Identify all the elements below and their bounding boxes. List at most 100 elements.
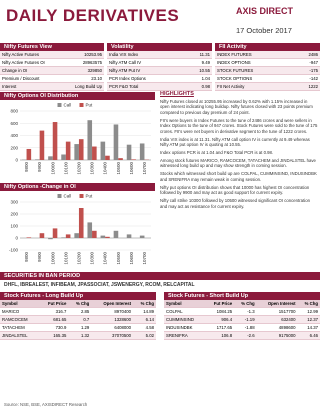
row: TATACHEM 730.9 1.29 6408000 4.58 <box>0 323 156 332</box>
report-date: 17 October 2017 <box>236 26 292 35</box>
cell: 165.35 <box>38 331 69 340</box>
cell: 329850 <box>62 66 104 75</box>
cell: Nifty Active Futures OI <box>0 58 63 67</box>
cell: 6408000 <box>91 323 134 332</box>
cell: 9175000 <box>256 331 298 340</box>
cell: FII Net Activity <box>215 82 294 91</box>
bar <box>87 120 93 160</box>
bar <box>87 222 93 238</box>
row: Nifty ATM Call IV 9.49 <box>107 58 212 67</box>
cell: Change in OI <box>0 66 63 75</box>
cell: 906.4 <box>205 315 235 324</box>
bar <box>139 143 145 160</box>
legend-label: Call <box>64 103 72 108</box>
y-tick-label: 0 <box>15 236 18 241</box>
futures-view: Nifty Futures View Nifty Active Futures 10… <box>0 43 104 91</box>
x-tick-label: 10000 <box>50 162 55 175</box>
cell: Nifty ATM Call IV <box>107 58 185 67</box>
cell: 28963575 <box>62 58 104 67</box>
cell: 12.37 <box>297 315 320 324</box>
x-tick-label: 10300 <box>90 252 95 265</box>
volatility: Volatility India VIX Index 11.31 Nifty ATM … <box>107 43 212 91</box>
x-tick-label: 10100 <box>63 162 68 175</box>
cell: 730.9 <box>38 323 69 332</box>
paragraph: Index options PCR is at 1.04 and F&O Tot… <box>160 150 274 156</box>
x-tick-label: 10600 <box>129 252 134 265</box>
paragraph: Among stock futures MARICO, RAMCOCEM, TA… <box>160 158 316 169</box>
y-tick-label: 800 <box>10 109 18 114</box>
row: CUMMINSIND 906.4 -1.19 632400 12.37 <box>164 315 320 324</box>
cell: 0.7 <box>68 315 92 324</box>
cell: -1.19 <box>234 315 257 324</box>
cell: PCR F&O Total <box>107 82 185 91</box>
bar <box>113 124 119 160</box>
row: PCR F&O Total 0.98 <box>107 82 212 91</box>
cell: 1717.65 <box>205 323 235 332</box>
cell: 316.7 <box>38 307 69 316</box>
bar <box>126 144 132 160</box>
bar <box>100 141 106 160</box>
cell: CUMMINSIND <box>164 315 206 324</box>
cell: INDEX OPTIONS <box>215 58 294 67</box>
bar <box>61 237 66 238</box>
bar <box>74 233 79 238</box>
table: INDEX FUTURES 2486 INDEX OPTIONS -947 STOCK … <box>215 51 320 91</box>
cell: 632400 <box>256 315 298 324</box>
bar <box>39 233 45 238</box>
y-tick-label: 600 <box>10 121 18 126</box>
bar <box>65 141 71 160</box>
y-tick-label: -100 <box>9 248 19 253</box>
row: MARICO 316.7 2.85 8970400 14.89 <box>0 307 156 316</box>
long-buildup: Stock Futures - Long Build Up Symbol Fut P… <box>0 292 156 340</box>
paragraph: Nifty put options OI distribution shows … <box>160 184 310 196</box>
highlights-title: HIGHLIGHTS <box>160 91 194 97</box>
ban-list: DHFL, IBREALEST, INFIBEAM, JPASSOCIAT, J… <box>4 282 195 288</box>
x-tick-label: 10500 <box>116 252 121 265</box>
cell: 5.02 <box>133 331 156 340</box>
bar <box>131 159 136 160</box>
cell: TATACHEM <box>0 323 39 332</box>
row: INDEX FUTURES 2486 <box>215 51 320 59</box>
cell: 2.85 <box>68 307 92 316</box>
x-tick-label: 10000 <box>50 252 55 265</box>
section-title: SECURITIES IN BAN PERIOD <box>0 272 320 280</box>
row: Nifty Active Futures 10253.95 <box>0 51 104 59</box>
cell: 6.46 <box>297 331 320 340</box>
paragraph: Nifty Futures closed at 10255.95 increas… <box>160 99 313 115</box>
bar <box>105 236 110 238</box>
row: SRENIFRA 106.8 -2.6 9175000 6.46 <box>164 331 320 340</box>
x-tick-label: 10200 <box>76 162 81 175</box>
column-header: % Chg <box>68 300 92 308</box>
row: STOCK FUTURES -175 <box>215 66 320 75</box>
table: Symbol Fut Price% Chg Open Interest% Chg CO… <box>164 300 320 340</box>
cell: 10.55 <box>184 66 212 75</box>
bar <box>52 228 58 238</box>
x-tick-label: 10400 <box>103 252 108 265</box>
row: Premium / Discount 23.10 <box>0 74 104 83</box>
cell: 14.37 <box>297 323 320 332</box>
cell: 0.98 <box>184 82 212 91</box>
legend-label: Put <box>86 194 94 199</box>
cell: 8970400 <box>91 307 134 316</box>
cell: 1517700 <box>256 307 298 316</box>
cell: Interest <box>0 82 63 91</box>
x-tick-label: 10700 <box>142 252 147 265</box>
legend-swatch <box>79 194 84 198</box>
y-tick-label: 200 <box>10 145 18 150</box>
legend-label: Call <box>64 194 72 199</box>
highlights: HIGHLIGHTS Nifty Futures closed at 10255… <box>160 91 318 269</box>
bar <box>113 230 119 238</box>
bar <box>78 208 84 238</box>
logo: AXIS DIRECT <box>236 6 294 16</box>
cell: 1.29 <box>68 323 92 332</box>
bar <box>126 234 132 238</box>
cell: JINDALSTEL <box>0 331 39 340</box>
row: RAMCOCEM 681.65 0.7 1328600 6.14 <box>0 315 156 324</box>
paragraphs: Nifty Futures closed at 10255.95 increas… <box>160 99 318 209</box>
cell: 1084.25 <box>205 307 235 316</box>
row: FII Net Activity 1222 <box>215 82 320 91</box>
x-tick-label: 10500 <box>116 162 121 175</box>
row: Nifty Active Futures OI 28963575 <box>0 58 104 67</box>
x-tick-label: 9900 <box>37 162 42 173</box>
